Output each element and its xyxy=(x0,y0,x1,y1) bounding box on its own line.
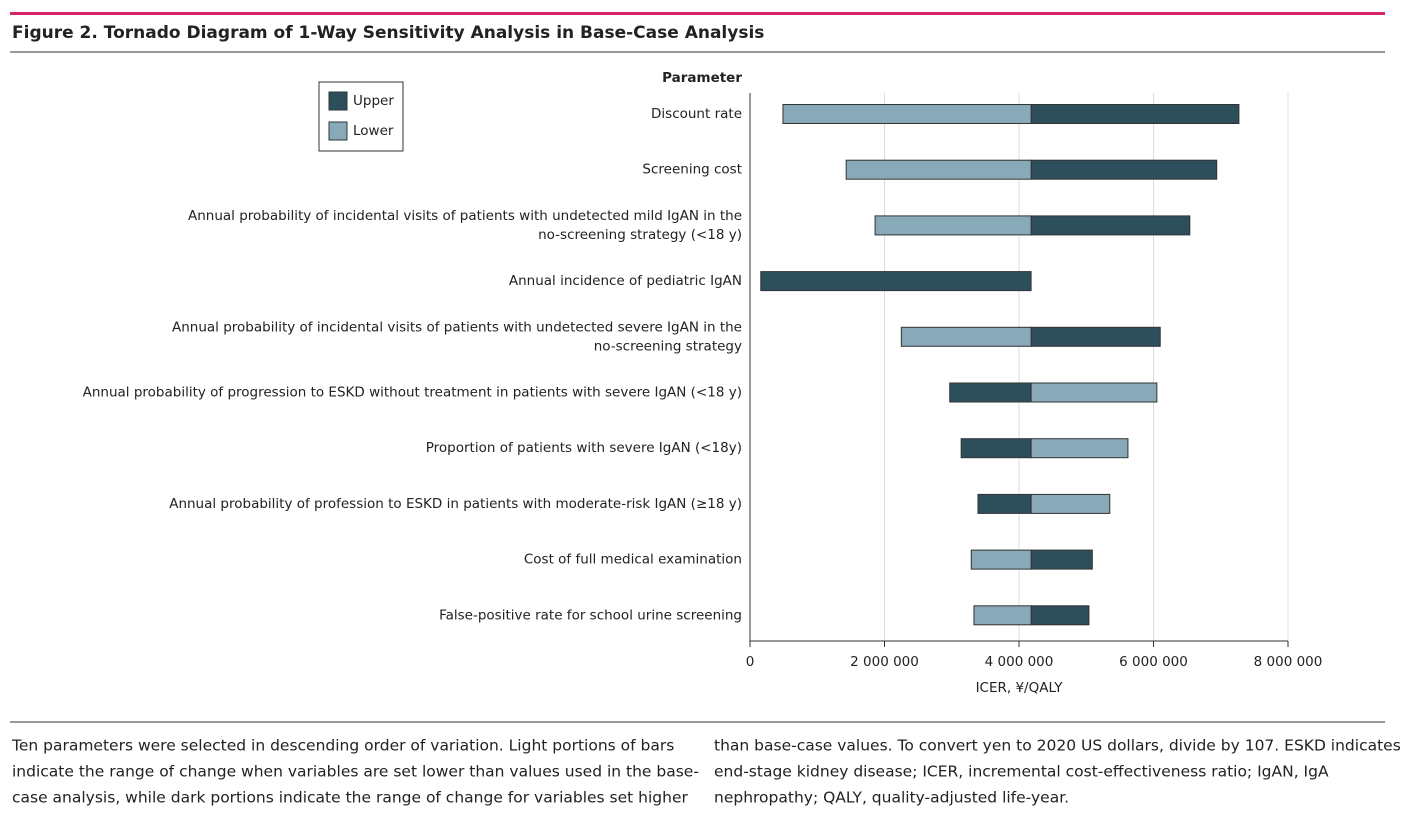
bar-upper xyxy=(1030,159,1218,180)
bar-upper xyxy=(1030,104,1240,124)
category-label: Annual probability of incidental visits … xyxy=(172,319,742,335)
bar-lower xyxy=(782,104,1032,124)
bar-lower xyxy=(970,549,1032,570)
bar-lower xyxy=(1030,438,1129,459)
category-label: Screening cost xyxy=(642,162,742,178)
bar-upper xyxy=(760,271,1032,292)
bar-upper xyxy=(1030,605,1090,626)
caption-line: indicate the range of change when variab… xyxy=(12,763,699,781)
category-label: Annual probability of progression to ESK… xyxy=(83,385,742,401)
legend-label: Lower xyxy=(353,123,394,139)
x-tick-label: 0 xyxy=(746,654,755,670)
bar-lower xyxy=(845,159,1032,180)
bar-lower xyxy=(1030,493,1111,514)
category-label: no-screening strategy (<18 y) xyxy=(538,227,742,243)
caption-line: nephropathy; QALY, quality-adjusted life… xyxy=(714,789,1069,807)
bar-upper xyxy=(960,438,1032,459)
bar-lower xyxy=(874,215,1032,236)
caption-line: end-stage kidney disease; ICER, incremen… xyxy=(714,763,1329,781)
legend-label: Upper xyxy=(353,93,394,109)
x-tick-label: 6 000 000 xyxy=(1119,654,1188,670)
bar-lower xyxy=(1030,382,1158,403)
category-label: False-positive rate for school urine scr… xyxy=(439,607,742,623)
legend-swatch xyxy=(328,91,348,111)
x-tick-label: 8 000 000 xyxy=(1254,654,1323,670)
bar-upper xyxy=(1030,215,1191,236)
bar-lower xyxy=(973,605,1032,626)
figure-title: Figure 2. Tornado Diagram of 1-Way Sensi… xyxy=(12,23,764,43)
x-tick-label: 2 000 000 xyxy=(850,654,919,670)
bar-upper xyxy=(977,493,1032,514)
caption-line: than base-case values. To convert yen to… xyxy=(714,737,1401,755)
caption-line: Ten parameters were selected in descendi… xyxy=(11,737,674,755)
category-label: Proportion of patients with severe IgAN … xyxy=(426,440,742,456)
category-label: Cost of full medical examination xyxy=(524,552,742,568)
bar-upper xyxy=(949,382,1032,403)
legend-swatch xyxy=(328,121,348,141)
top-rule xyxy=(10,12,1385,15)
bar-upper xyxy=(1030,326,1161,347)
category-header: Parameter xyxy=(662,70,742,86)
caption-line: case analysis, while dark portions indic… xyxy=(12,789,688,807)
x-axis-label: ICER, ¥/QALY xyxy=(976,680,1064,696)
category-label: Annual incidence of pediatric IgAN xyxy=(509,273,742,289)
category-label: Annual probability of profession to ESKD… xyxy=(169,496,742,512)
category-label: Annual probability of incidental visits … xyxy=(188,208,742,224)
category-label: no-screening strategy xyxy=(594,338,742,354)
category-label: Discount rate xyxy=(651,106,742,122)
bar-upper xyxy=(1030,549,1093,570)
bar-lower xyxy=(900,326,1032,347)
x-tick-label: 4 000 000 xyxy=(985,654,1054,670)
